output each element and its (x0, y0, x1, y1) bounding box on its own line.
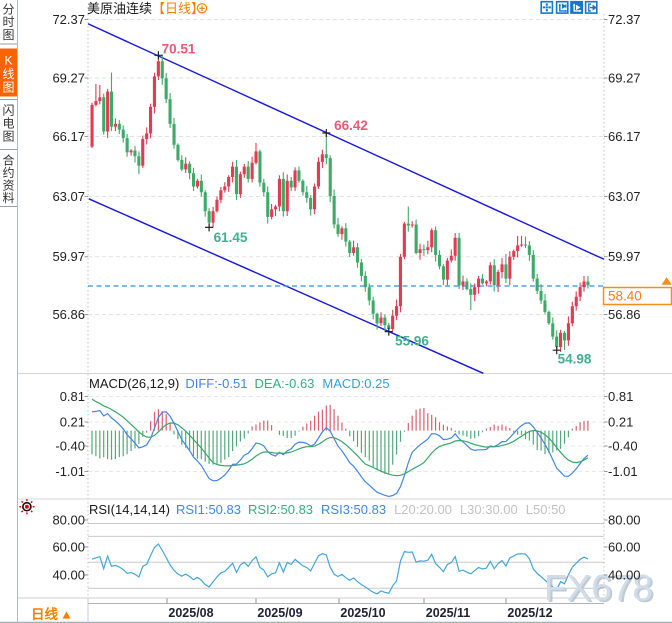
svg-text:54.98: 54.98 (558, 352, 592, 367)
svg-text:66.17: 66.17 (608, 129, 641, 144)
svg-text:59.97: 59.97 (608, 249, 641, 264)
svg-text:2025/10: 2025/10 (340, 606, 385, 620)
svg-text:63.07: 63.07 (608, 189, 641, 204)
svg-text:69.27: 69.27 (52, 71, 85, 86)
svg-text:0.21: 0.21 (60, 415, 85, 430)
svg-text:-0.40: -0.40 (608, 439, 638, 454)
svg-text:69.27: 69.27 (608, 71, 641, 86)
svg-text:80.00: 80.00 (608, 513, 641, 528)
svg-text:闪: 闪 (2, 103, 14, 117)
svg-text:55.96: 55.96 (395, 334, 429, 349)
svg-text:K: K (4, 53, 12, 67)
svg-text:0.81: 0.81 (608, 389, 633, 404)
svg-text:时: 时 (2, 15, 14, 29)
svg-text:2025/08: 2025/08 (168, 606, 213, 620)
svg-text:70.51: 70.51 (162, 42, 196, 57)
svg-text:40.00: 40.00 (608, 568, 641, 583)
svg-text:【日线】: 【日线】 (152, 1, 204, 16)
svg-text:美原油连续: 美原油连续 (87, 1, 152, 16)
svg-text:-1.01: -1.01 (55, 464, 85, 479)
svg-text:0.21: 0.21 (608, 415, 633, 430)
svg-text:合: 合 (2, 153, 14, 168)
svg-text:FX678: FX678 (544, 568, 653, 609)
svg-text:图: 图 (2, 129, 14, 143)
svg-text:线: 线 (2, 67, 14, 81)
svg-text:66.42: 66.42 (334, 118, 368, 133)
svg-text:-1.01: -1.01 (608, 464, 638, 479)
svg-text:58.40: 58.40 (608, 289, 642, 304)
svg-text:图: 图 (2, 81, 14, 95)
svg-text:约: 约 (2, 165, 14, 180)
svg-text:FX678: FX678 (546, 569, 655, 610)
svg-text:分: 分 (2, 2, 14, 16)
svg-text:72.37: 72.37 (52, 12, 85, 27)
svg-text:电: 电 (2, 116, 14, 130)
svg-text:图: 图 (2, 28, 14, 42)
svg-text:2025/11: 2025/11 (426, 606, 471, 620)
svg-text:2025/12: 2025/12 (507, 606, 552, 620)
svg-text:56.86: 56.86 (52, 307, 85, 322)
svg-text:资: 资 (2, 179, 14, 193)
svg-text:60.00: 60.00 (52, 540, 85, 555)
svg-text:日线: 日线 (31, 606, 58, 622)
svg-text:66.17: 66.17 (52, 129, 85, 144)
svg-text:72.37: 72.37 (608, 12, 641, 27)
svg-text:-0.40: -0.40 (55, 439, 85, 454)
svg-text:40.00: 40.00 (52, 568, 85, 583)
svg-text:56.86: 56.86 (608, 307, 641, 322)
svg-text:0.81: 0.81 (60, 389, 85, 404)
svg-text:61.45: 61.45 (214, 230, 248, 245)
svg-text:80.00: 80.00 (52, 513, 85, 528)
svg-text:59.97: 59.97 (52, 249, 85, 264)
svg-text:料: 料 (2, 191, 14, 205)
svg-text:2025/09: 2025/09 (257, 606, 302, 620)
svg-text:60.00: 60.00 (608, 540, 641, 555)
svg-text:63.07: 63.07 (52, 189, 85, 204)
